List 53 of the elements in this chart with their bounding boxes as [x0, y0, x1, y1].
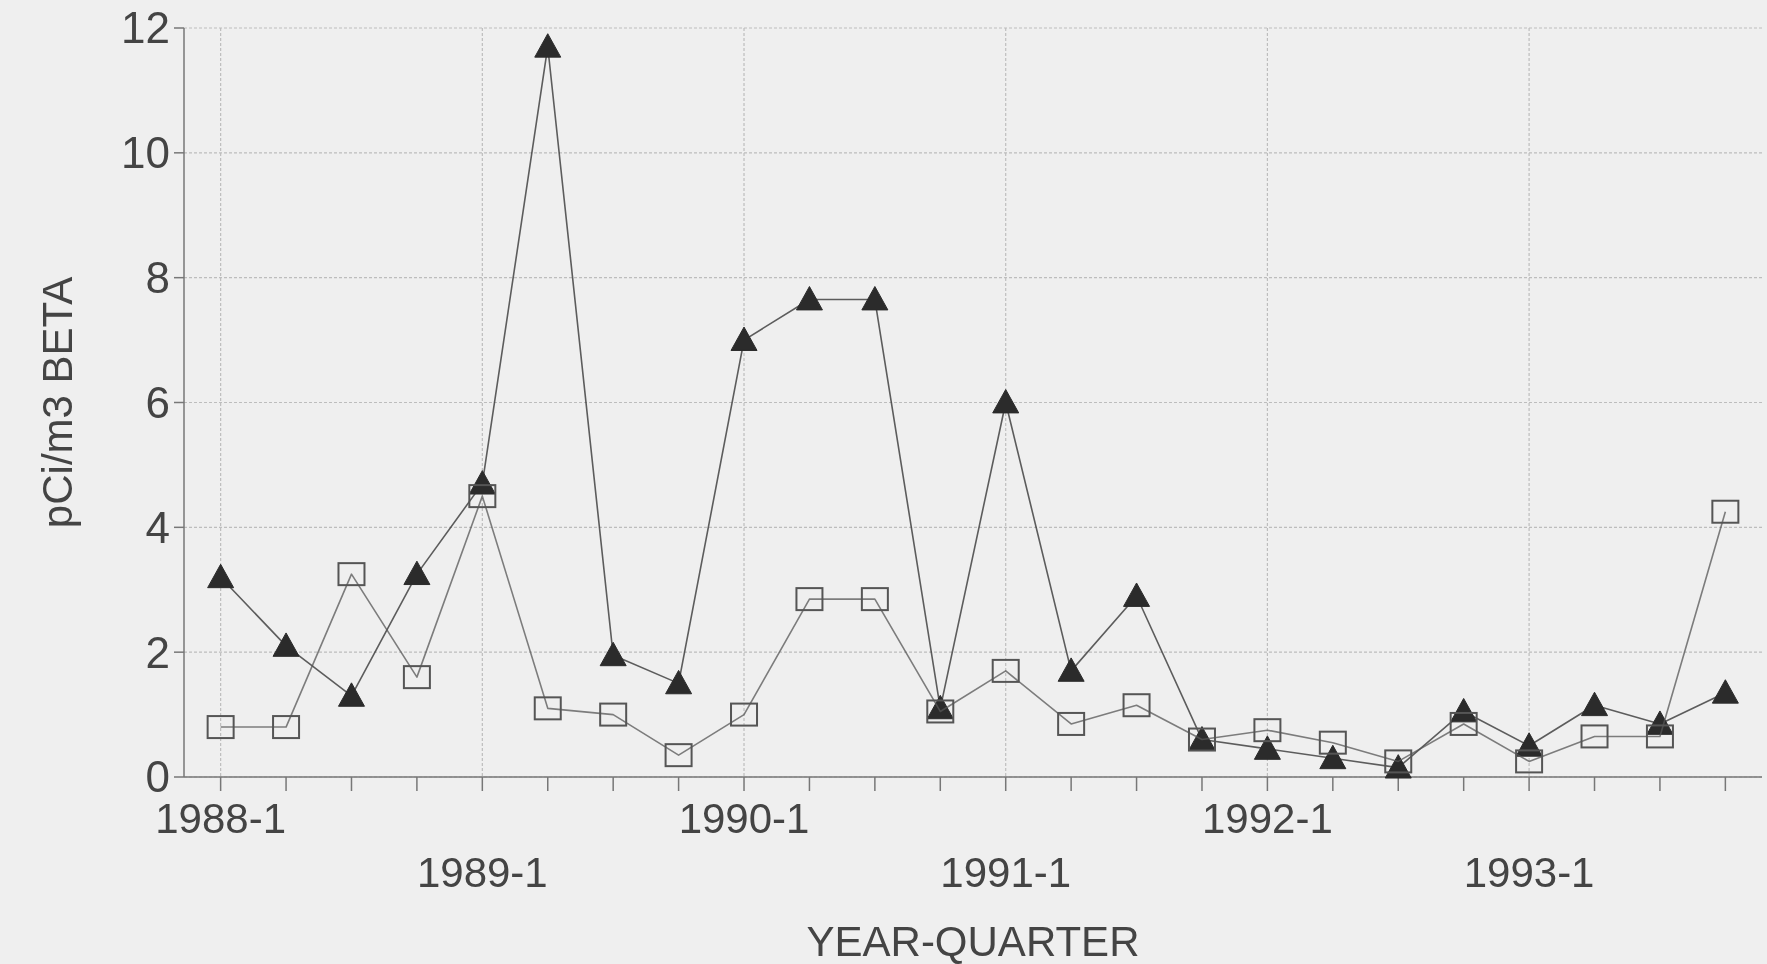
point	[1711, 499, 1740, 524]
point	[1449, 711, 1478, 736]
point	[795, 286, 823, 311]
x-axis-title: YEAR-QUARTER	[806, 918, 1140, 964]
point	[533, 696, 562, 721]
point	[860, 587, 889, 612]
y-tick-label: 12	[121, 3, 170, 53]
point	[991, 658, 1020, 683]
point	[599, 702, 628, 727]
point	[207, 563, 235, 589]
point	[1319, 744, 1347, 770]
point	[861, 286, 889, 311]
x-tick-label: 1991-1	[940, 849, 1072, 896]
x-tick-label: 1989-1	[416, 849, 548, 896]
point	[272, 715, 301, 740]
point	[1318, 730, 1347, 755]
y-axis-title: pCi/m3 BETA	[34, 276, 81, 529]
y-tick-label: 2	[145, 627, 170, 677]
point	[1122, 693, 1151, 718]
point	[1253, 718, 1282, 743]
point	[1515, 749, 1544, 774]
point	[1580, 724, 1609, 749]
y-tick-label: 10	[121, 128, 170, 178]
point	[534, 33, 562, 58]
point	[1384, 749, 1413, 774]
point	[337, 682, 365, 707]
point	[1057, 657, 1085, 682]
y-tick-label: 8	[145, 253, 170, 303]
point	[468, 484, 497, 509]
point	[206, 715, 235, 740]
x-tick-label: 1993-1	[1463, 849, 1595, 896]
point	[1581, 691, 1609, 717]
point	[1057, 711, 1086, 736]
point	[926, 699, 955, 724]
point	[1645, 724, 1674, 749]
point	[730, 326, 758, 351]
point	[337, 562, 366, 587]
point	[1123, 582, 1151, 607]
x-tick-label: 1990-1	[678, 795, 810, 842]
point	[403, 560, 431, 586]
point	[665, 669, 693, 695]
y-tick-label: 6	[145, 377, 170, 427]
point	[402, 665, 431, 690]
x-tick-label: 1992-1	[1202, 795, 1333, 842]
point	[1253, 735, 1281, 760]
point	[992, 389, 1020, 414]
point	[272, 632, 300, 657]
point	[599, 641, 627, 667]
point	[1711, 679, 1739, 704]
point	[795, 587, 824, 612]
y-tick-label: 4	[145, 502, 170, 552]
point	[664, 743, 693, 768]
point	[730, 702, 759, 727]
